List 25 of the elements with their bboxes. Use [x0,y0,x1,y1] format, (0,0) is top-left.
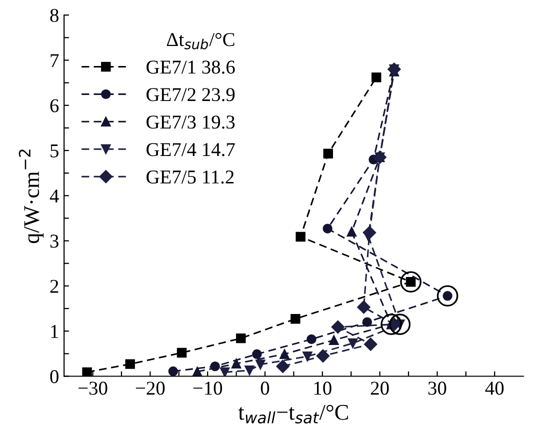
legend-label: GE7/3 19.3 [146,116,235,129]
legend-title: Δt$_{sub}$/°C [166,33,234,50]
y-tick-label: 2 [50,280,58,293]
y-tick-label: 5 [50,144,58,158]
y-tick-label: 4 [50,190,59,202]
x-tick-label: 40 [485,382,504,395]
legend-label: GE7/2 23.9 [146,88,235,102]
y-tick-label: 7 [50,54,59,67]
x-tick-label: −20 [136,382,165,395]
x-tick-label: 30 [428,382,446,395]
y-tick-label: 3 [50,234,58,248]
legend-label: GE7/5 11.2 [146,170,234,184]
y-tick-label: 6 [50,99,59,112]
y-tick-label: 8 [50,8,58,22]
x-tick-label: 20 [370,382,389,395]
y-axis-title: q/W·cm$^{−2}$ [18,150,44,244]
legend-label: GE7/4 14.7 [146,143,235,156]
y-tick-label: 0 [50,370,58,384]
legend-label: GE7/1 38.6 [146,60,235,74]
x-tick-label: −10 [193,382,222,395]
x-tick-label: 10 [314,382,332,395]
y-tick-label: 1 [51,325,58,338]
x-tick-label: −30 [78,382,108,395]
x-tick-label: 0 [260,382,270,395]
x-axis-title: t$_{wall}$−t$_{sat}$/°C [238,404,348,424]
